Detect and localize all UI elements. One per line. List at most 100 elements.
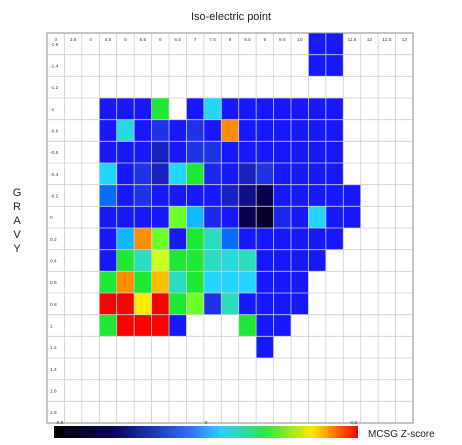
heatmap-cell bbox=[273, 141, 291, 163]
heatmap-cell bbox=[116, 119, 135, 142]
x-axis-ticks: 3 3.5 4 4.5 5 5.5 6 6.5 7 7.5 8 8.5 9 9.5 10 10.5 11 11.5… bbox=[54, 37, 407, 43]
heatmap-cell bbox=[273, 206, 291, 228]
heatmap-cell bbox=[203, 249, 222, 272]
heatmap-cell bbox=[134, 228, 152, 250]
heatmap-cell bbox=[99, 98, 117, 120]
heatmap-cell bbox=[116, 141, 135, 163]
x-tick-label: 12 bbox=[367, 37, 373, 43]
heatmap-cell bbox=[273, 314, 291, 337]
y-axis-label-letter: Y bbox=[13, 243, 21, 255]
heatmap-cell bbox=[256, 141, 274, 163]
y-tick-label: 1.8 bbox=[50, 410, 57, 416]
heatmap-cell bbox=[343, 184, 361, 207]
heatmap-cell bbox=[151, 141, 169, 163]
heatmap-cell bbox=[99, 119, 117, 142]
heatmap-cell bbox=[308, 228, 326, 250]
x-tick-label: 5.5 bbox=[140, 37, 147, 43]
heatmap-cell bbox=[308, 98, 326, 120]
heatmap-cell bbox=[116, 271, 135, 293]
heatmap-cell bbox=[203, 271, 222, 293]
heatmap-cell bbox=[256, 314, 274, 337]
heatmap-cell bbox=[256, 271, 274, 293]
heatmap-cell bbox=[99, 184, 117, 207]
heatmap-cell bbox=[221, 141, 239, 163]
chart-title: Iso-electric point bbox=[191, 11, 271, 23]
heatmap-cell bbox=[273, 184, 291, 207]
heatmap-cell bbox=[256, 206, 274, 228]
y-axis-ticks: -1.6 -1.4 -1.2 -1 -0.8 -0.6 -0.4 -0.2 0 0.2 0.4 0.6… bbox=[50, 42, 59, 416]
heatmap-cell bbox=[291, 98, 309, 120]
heatmap-cell bbox=[221, 293, 239, 315]
heatmap-cell bbox=[186, 249, 204, 272]
x-tick-label: 4.5 bbox=[105, 37, 112, 43]
heatmap-cell bbox=[99, 293, 117, 315]
y-tick-label: -1.4 bbox=[50, 64, 59, 70]
colorbar-tick-label: 0.8 bbox=[350, 420, 357, 426]
heatmap-cell bbox=[169, 228, 187, 250]
heatmap-cell bbox=[134, 271, 152, 293]
heatmap-cell bbox=[169, 141, 187, 163]
y-tick-label: -1.6 bbox=[50, 42, 59, 48]
y-axis-label-letter: A bbox=[13, 215, 21, 227]
heatmap-cell bbox=[273, 119, 291, 142]
colorbar-gradient bbox=[54, 426, 358, 438]
heatmap-cell bbox=[169, 206, 187, 228]
heatmap-cell bbox=[221, 249, 239, 272]
heatmap-cell bbox=[116, 163, 135, 185]
heatmap-cell bbox=[99, 206, 117, 228]
heatmap-cell bbox=[134, 141, 152, 163]
heatmap-cell bbox=[116, 293, 135, 315]
heatmap-cell bbox=[151, 228, 169, 250]
heatmap-cell bbox=[273, 249, 291, 272]
heatmap-cell bbox=[203, 141, 222, 163]
heatmap-cell bbox=[325, 184, 344, 207]
x-tick-label: 9.5 bbox=[279, 37, 286, 43]
x-tick-label: 7 bbox=[194, 37, 197, 43]
heatmap-cell bbox=[291, 163, 309, 185]
heatmap-cell bbox=[256, 228, 274, 250]
heatmap-cell bbox=[151, 293, 169, 315]
heatmap-cell bbox=[186, 271, 204, 293]
heatmap-cell bbox=[273, 98, 291, 120]
heatmap-cell bbox=[238, 119, 257, 142]
heatmap-cell bbox=[291, 206, 309, 228]
heatmap-cell bbox=[203, 184, 222, 207]
heatmap-cell bbox=[238, 293, 257, 315]
heatmap-cell bbox=[151, 119, 169, 142]
heatmap-cell bbox=[325, 141, 344, 163]
heatmap-cell bbox=[99, 271, 117, 293]
heatmap-cell bbox=[308, 54, 326, 77]
y-tick-label: 0 bbox=[50, 215, 53, 221]
heatmap-cell bbox=[151, 314, 169, 337]
x-tick-label: 6 bbox=[159, 37, 162, 43]
heatmap-cell bbox=[256, 293, 274, 315]
heatmap-cell bbox=[186, 98, 204, 120]
heatmap-cell bbox=[203, 228, 222, 250]
heatmap-cell bbox=[169, 271, 187, 293]
heatmap-cell bbox=[134, 184, 152, 207]
y-tick-label: 0.2 bbox=[50, 237, 57, 243]
heatmap-cell bbox=[134, 293, 152, 315]
x-tick-label: 6.5 bbox=[174, 37, 181, 43]
x-tick-label: 3.5 bbox=[70, 37, 77, 43]
heatmap-cell bbox=[291, 271, 309, 293]
x-tick-label: 4 bbox=[89, 37, 92, 43]
heatmap-cell bbox=[116, 98, 135, 120]
y-tick-label: -0.8 bbox=[50, 129, 59, 135]
heatmap-cell bbox=[256, 98, 274, 120]
y-tick-label: 1 bbox=[50, 324, 53, 330]
heatmap-cell bbox=[203, 98, 222, 120]
heatmap-cell bbox=[256, 249, 274, 272]
heatmap-cell bbox=[325, 98, 344, 120]
x-tick-label: 8.5 bbox=[244, 37, 251, 43]
heatmap-cell bbox=[116, 249, 135, 272]
heatmap-cell bbox=[99, 163, 117, 185]
heatmap-cell bbox=[273, 228, 291, 250]
heatmap-cell bbox=[325, 206, 344, 228]
x-tick-label: 12.5 bbox=[382, 37, 392, 43]
y-tick-label: 0.6 bbox=[50, 280, 57, 286]
heatmap-cell bbox=[325, 119, 344, 142]
plot-frame bbox=[46, 32, 414, 424]
x-tick-label: 3 bbox=[54, 37, 57, 43]
heatmap-cell bbox=[256, 184, 274, 207]
